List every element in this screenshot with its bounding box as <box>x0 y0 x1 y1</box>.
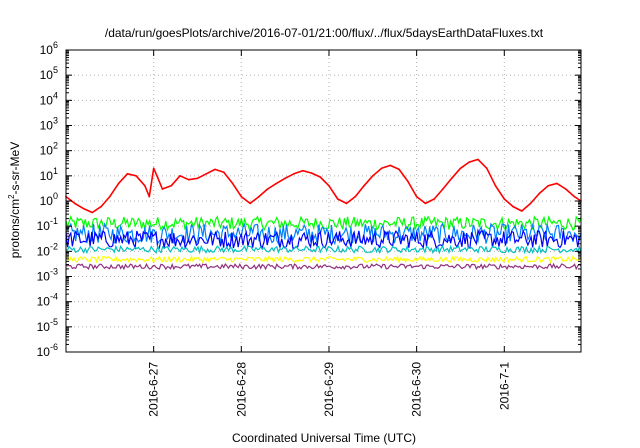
series-1-point <box>157 177 159 180</box>
series-1-point <box>126 173 129 175</box>
series-1-point <box>328 185 330 187</box>
series-1-point <box>486 167 488 170</box>
series-1-point <box>336 198 339 200</box>
series-1-point <box>179 175 181 177</box>
series-1-point <box>415 195 418 198</box>
series-1-point <box>187 178 190 181</box>
series-1-point <box>249 202 251 205</box>
series-1-point <box>424 202 427 205</box>
series-1-point <box>389 164 392 167</box>
x-tick-label: 2016-7-1 <box>497 362 511 410</box>
series-line-6 <box>65 254 582 264</box>
series-line-5 <box>65 244 582 255</box>
series-1-point <box>301 169 304 172</box>
series-1-point <box>547 185 549 187</box>
series-1-point <box>205 173 208 175</box>
chart-title: /data/run/goesPlots/archive/2016-07-01/2… <box>105 26 544 40</box>
series-1-point <box>293 173 295 175</box>
series-1-point <box>148 195 151 198</box>
y-tick-label: 105 <box>40 65 58 82</box>
y-tick-label: 100 <box>40 191 58 208</box>
series-1-point <box>275 182 278 185</box>
series-1-point <box>372 175 374 177</box>
x-axis-label: Coordinated Universal Time (UTC) <box>232 431 416 445</box>
series-1-point <box>468 161 471 163</box>
y-tick-label: 10-6 <box>37 342 58 359</box>
y-tick-label: 106 <box>40 40 58 57</box>
series-1-point <box>494 185 497 187</box>
y-tick-label: 101 <box>40 166 58 183</box>
series-1-point <box>345 202 348 205</box>
y-tick-label: 104 <box>40 90 58 107</box>
series-1-point <box>170 185 172 187</box>
series-1-point <box>512 205 514 208</box>
series-1-point <box>74 202 76 205</box>
series-1-point <box>310 172 313 174</box>
series-1-point <box>258 195 260 198</box>
series-1-point <box>223 171 225 173</box>
series-1-point <box>363 185 365 187</box>
y-tick-label: 10-1 <box>37 216 58 233</box>
series-1-point <box>477 158 479 161</box>
x-tick-label: 2016-6-28 <box>234 362 248 417</box>
series-1-point <box>529 202 532 205</box>
series-1-point <box>266 188 269 190</box>
series-1-point <box>556 182 558 185</box>
series-1-point <box>433 198 436 200</box>
y-axis-label-sup: 2 <box>7 194 16 199</box>
data-series <box>65 158 582 271</box>
series-1-point <box>214 168 216 171</box>
series-1-point <box>135 175 137 177</box>
series-1-point <box>240 195 243 198</box>
series-1-point <box>503 198 506 200</box>
series-1-point <box>354 195 357 198</box>
series-1-point <box>442 188 444 190</box>
series-1-point <box>521 210 523 212</box>
series-1-point <box>144 185 146 187</box>
series-1-point <box>459 167 462 170</box>
series-1-point <box>564 188 567 190</box>
series-1-point <box>231 182 234 185</box>
y-tick-label: 103 <box>40 116 58 133</box>
series-1-point <box>91 211 94 214</box>
series-1-point <box>117 182 120 185</box>
y-axis-label: protons/cm2-s-sr-MeV <box>7 142 22 258</box>
x-tick-label: 2016-6-29 <box>322 362 336 417</box>
y-tick-label: 10-5 <box>37 317 58 334</box>
y-tick-label: 10-3 <box>37 267 58 284</box>
series-1-point <box>319 176 322 178</box>
series-1-point <box>380 167 383 170</box>
series-line-7 <box>66 262 582 271</box>
series-1-point <box>398 168 400 171</box>
x-tick-label: 2016-6-30 <box>410 362 424 417</box>
series-line-3 <box>65 222 582 246</box>
series-1-point <box>100 205 102 208</box>
y-axis: 10-6 10-5 10-4 10-3 10-2 10-1 100 101 102 103 104 1… <box>37 40 581 359</box>
series-1-point <box>196 177 199 180</box>
series-1-point <box>284 177 286 180</box>
series-line-1 <box>65 158 582 214</box>
series-1-point <box>152 167 155 170</box>
series-1-point <box>82 207 85 210</box>
series-1-point <box>538 192 541 195</box>
series-1-point <box>407 180 409 183</box>
y-axis-label-base: protons/cm <box>8 199 22 258</box>
series-1-point <box>573 195 576 198</box>
y-axis-label-rest: -s-sr-MeV <box>8 142 22 195</box>
y-tick-label: 102 <box>40 141 58 158</box>
series-1-point <box>161 188 164 190</box>
y-tick-label: 10-2 <box>37 241 58 258</box>
x-tick-label: 2016-6-27 <box>147 362 161 417</box>
series-1-point <box>450 177 453 180</box>
y-tick-label: 10-4 <box>37 292 58 309</box>
series-1-point <box>109 195 111 198</box>
x-axis: 2016-6-27 2016-6-28 2016-6-29 2016-6-30 2016… <box>147 50 511 417</box>
